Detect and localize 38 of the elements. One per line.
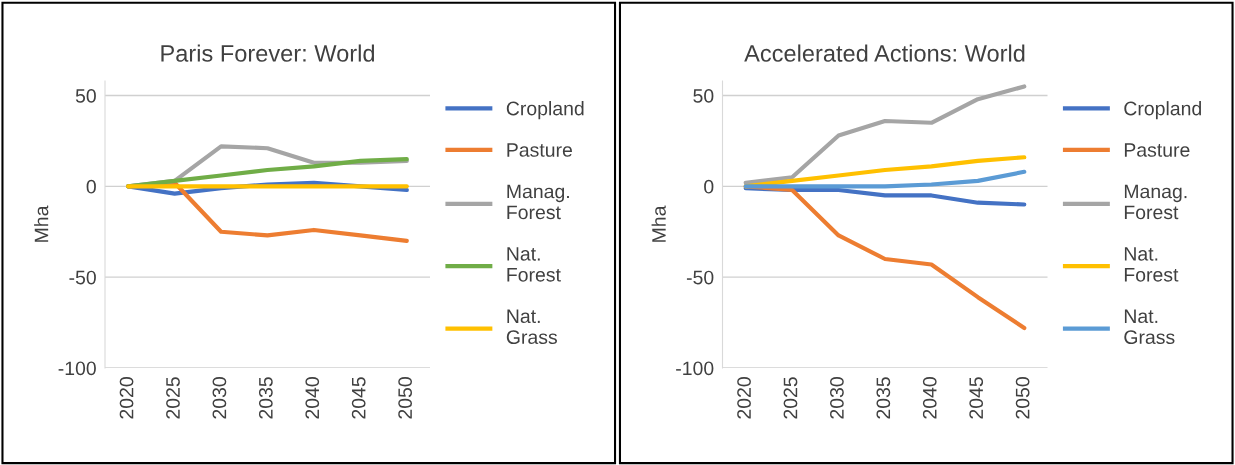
y-tick-label: -100 — [58, 361, 96, 376]
x-tick-label: 2040 — [305, 377, 320, 419]
line-series — [743, 84, 1027, 185]
x-tick-label: 2035 — [876, 377, 891, 419]
y-tick-label: 0 — [704, 179, 714, 194]
x-tick-label: 2020 — [119, 377, 134, 419]
x-tick-label: 2020 — [737, 377, 751, 419]
x-tick-label: 2040 — [922, 377, 937, 419]
y-tick-label: 50 — [693, 89, 714, 103]
legend-label: Nat. Grass — [506, 309, 557, 345]
legend-label: Pasture — [507, 143, 572, 157]
x-tick-label: 2030 — [212, 377, 227, 419]
legend-label: Nat. Grass — [1124, 309, 1175, 345]
y-axis-title: Mha — [34, 205, 49, 242]
line-series — [743, 169, 1027, 189]
y-axis-title: Mha — [651, 205, 666, 242]
legend-label: Manag. Forest — [507, 184, 569, 220]
legend-label: Manag. Forest — [1124, 184, 1187, 220]
x-tick-label: 2050 — [398, 377, 413, 419]
x-tick-label: 2045 — [351, 377, 366, 419]
y-tick-label: -50 — [69, 270, 96, 285]
legend-label: Nat. Forest — [1124, 247, 1179, 282]
legend-label: Nat. Forest — [507, 247, 561, 282]
x-tick-label: 2030 — [830, 377, 844, 419]
x-tick-label: 2025 — [166, 377, 180, 419]
x-tick-label: 2045 — [969, 377, 984, 419]
y-tick-label: 50 — [75, 89, 96, 103]
y-tick-label: -50 — [686, 270, 714, 285]
legend-label: Cropland — [506, 101, 584, 120]
x-tick-label: 2025 — [783, 377, 798, 419]
y-tick-label: -100 — [676, 361, 714, 376]
legend-label: Pasture — [1124, 143, 1190, 157]
x-tick-label: 2050 — [1015, 377, 1030, 419]
x-tick-label: 2035 — [258, 377, 273, 419]
legend-label: Cropland — [1124, 101, 1201, 120]
y-tick-label: 0 — [86, 179, 96, 194]
chart-title: Accelerated Actions: World — [744, 44, 1025, 62]
chart-title: Paris Forever: World — [161, 44, 375, 62]
